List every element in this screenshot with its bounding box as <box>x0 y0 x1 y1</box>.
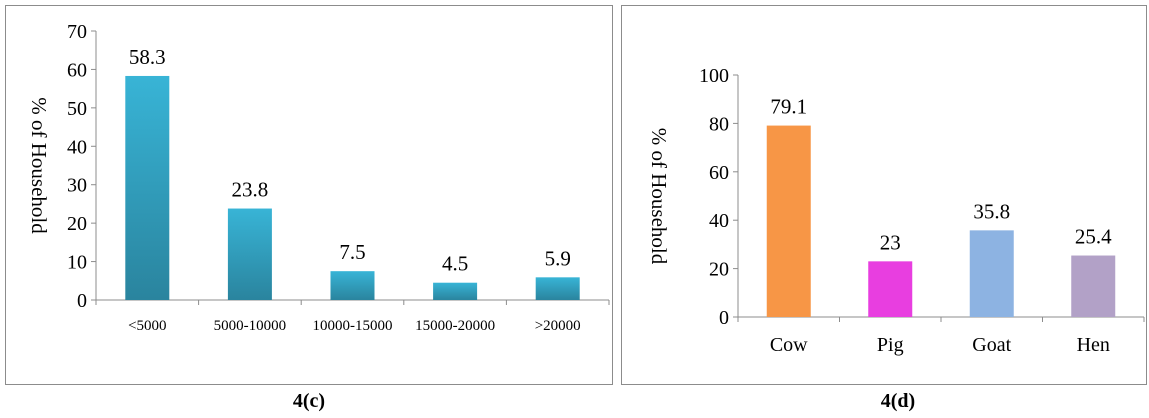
bar-2 <box>868 261 913 317</box>
data-label: 58.3 <box>129 45 166 69</box>
data-label: 25.4 <box>1075 225 1112 249</box>
category-label: >20000 <box>535 318 581 334</box>
bar-5 <box>535 277 580 300</box>
y-axis-title: % of Household <box>647 128 671 265</box>
category-label: Goat <box>972 334 1011 356</box>
chart-panel-4d: 0 20 40 60 80 100 % of Household 79.1 Cow 23 Pig 35… <box>621 5 1147 385</box>
category-label: <5000 <box>128 318 166 334</box>
category-label: Hen <box>1077 334 1110 356</box>
bar-1 <box>766 125 811 317</box>
bar-3 <box>969 230 1014 317</box>
category-label: 5000-10000 <box>214 318 287 334</box>
y-tick-label: 30 <box>67 175 87 197</box>
bar-chart-4d: 0 20 40 60 80 100 % of Household 79.1 Cow 23 Pig 35… <box>647 65 1145 356</box>
category-label: 15000-20000 <box>415 318 495 334</box>
bar-4 <box>1071 255 1116 317</box>
y-tick-label: 50 <box>67 98 87 120</box>
data-label: 35.8 <box>973 199 1010 223</box>
y-tick-label: 70 <box>67 21 87 43</box>
data-label: 79.1 <box>770 95 807 119</box>
category-label: 10000-15000 <box>313 318 393 334</box>
data-label: 5.9 <box>545 246 571 270</box>
y-tick-label: 10 <box>67 252 87 274</box>
bar-4 <box>433 282 478 300</box>
y-tick-label: 100 <box>699 65 729 87</box>
category-label: Cow <box>770 334 808 356</box>
data-label: 4.5 <box>442 252 468 276</box>
y-tick-label: 20 <box>67 213 87 235</box>
chart-panel-4c: 0 10 20 30 40 50 60 70 % of Household 58.3 <5000 23… <box>5 5 613 385</box>
y-axis-title: % of Household <box>27 97 51 234</box>
y-tick-label: 20 <box>709 259 729 281</box>
data-label: 7.5 <box>339 240 365 264</box>
y-tick-label: 0 <box>719 307 729 329</box>
y-tick-label: 80 <box>709 113 729 135</box>
category-label: Pig <box>877 334 904 356</box>
y-tick-label: 40 <box>709 210 729 232</box>
data-label: 23 <box>880 230 901 254</box>
y-tick-label: 40 <box>67 136 87 158</box>
bar-2 <box>227 208 272 300</box>
bar-3 <box>330 271 375 300</box>
bar-chart-4c: 0 10 20 30 40 50 60 70 % of Household 58.3 <5000 23… <box>27 21 610 334</box>
y-tick-label: 60 <box>709 162 729 184</box>
chart-caption-4c: 4(c) <box>292 390 326 412</box>
data-label: 23.8 <box>232 178 269 202</box>
bar-1 <box>125 75 170 300</box>
y-tick-label: 0 <box>77 290 87 312</box>
chart-caption-4d: 4(d) <box>880 390 916 412</box>
y-tick-label: 60 <box>67 59 87 81</box>
